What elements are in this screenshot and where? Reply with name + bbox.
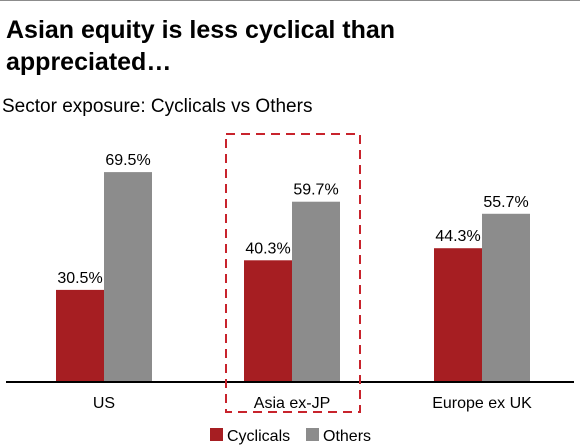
category-labels-layer: US Asia ex-JP Europe ex UK — [93, 395, 532, 412]
legend-swatch-cyclicals — [210, 428, 223, 441]
chart-title: Asian equity is less cyclical than appre… — [6, 16, 396, 76]
bar-others-2 — [482, 213, 530, 382]
value-label-others-0: 69.5% — [105, 152, 150, 169]
legend-label-others: Others — [323, 428, 371, 445]
value-label-cyclicals-1: 40.3% — [245, 240, 290, 257]
value-label-cyclicals-0: 30.5% — [57, 270, 102, 287]
value-label-others-1: 59.7% — [293, 182, 338, 199]
category-label-2: Europe ex UK — [432, 395, 532, 412]
category-label-0: US — [93, 395, 115, 412]
highlight-box — [225, 133, 361, 413]
legend: Cyclicals Others — [210, 428, 371, 445]
top-rule — [0, 0, 580, 1]
bar-cyclicals-0 — [56, 289, 104, 382]
bar-cyclicals-2 — [434, 248, 482, 382]
bar-others-1 — [292, 201, 340, 382]
bar-others-0 — [104, 172, 152, 382]
legend-label-cyclicals: Cyclicals — [227, 428, 290, 445]
value-labels-layer: 30.5% 69.5% 40.3% 59.7% 44.3%55.7% — [57, 152, 528, 287]
value-label-others-2: 55.7% — [483, 194, 528, 211]
chart-subtitle: Sector exposure: Cyclicals vs Others — [2, 96, 313, 117]
value-label-cyclicals-2: 44.3% — [435, 228, 480, 245]
category-label-1: Asia ex-JP — [254, 395, 330, 412]
legend-swatch-others — [306, 428, 319, 441]
bar-cyclicals-1 — [244, 260, 292, 382]
bars-layer — [56, 172, 530, 382]
